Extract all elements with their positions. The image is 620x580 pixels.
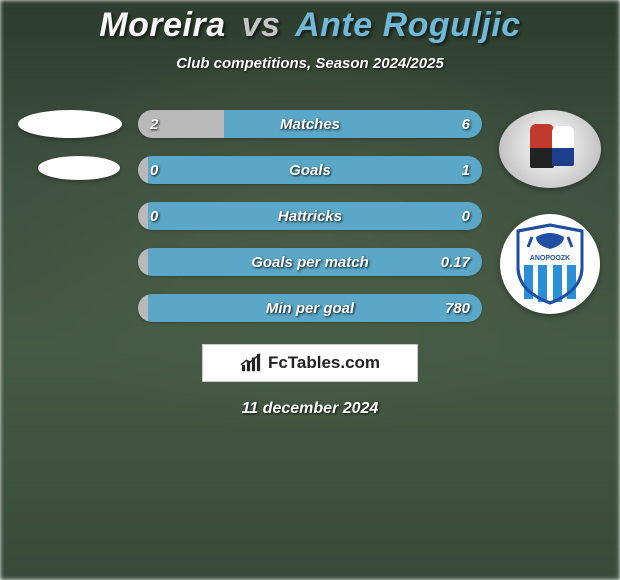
player1-name: Moreira [99, 6, 225, 44]
brand-prefix: Fc [268, 353, 288, 372]
right-column: ANOPOOZK [498, 110, 602, 314]
stat-bar: 0Hattricks0 [138, 202, 482, 230]
stat-bar: Goals per match0.17 [138, 248, 482, 276]
date-text: 11 december 2024 [0, 400, 620, 418]
stat-label: Goals [138, 156, 482, 184]
stat-label: Hattricks [138, 202, 482, 230]
card-content: Moreira vs Ante Roguljic Club competitio… [0, 0, 620, 580]
stat-right-value: 6 [462, 110, 470, 138]
player1-photo-placeholder [18, 110, 122, 138]
stat-bar: 2Matches6 [138, 110, 482, 138]
stat-bars: 2Matches60Goals10Hattricks0Goals per mat… [122, 110, 498, 322]
player1-club-placeholder [38, 156, 120, 180]
stat-right-value: 0.17 [441, 248, 470, 276]
stat-bar: 0Goals1 [138, 156, 482, 184]
svg-text:ANOPOOZK: ANOPOOZK [530, 255, 570, 262]
stat-label: Matches [138, 110, 482, 138]
stat-label: Min per goal [138, 294, 482, 322]
brand-text: FcTables.com [268, 353, 380, 373]
vs-text: vs [242, 6, 281, 44]
stat-right-value: 780 [445, 294, 470, 322]
brand-rest: Tables.com [288, 353, 380, 372]
player2-club-badge: ANOPOOZK [500, 214, 600, 314]
main-row: 2Matches60Goals10Hattricks0Goals per mat… [0, 110, 620, 322]
bar-chart-icon [240, 353, 262, 373]
player2-name: Ante Roguljic [295, 6, 521, 44]
left-column [18, 110, 122, 180]
brand-badge: FcTables.com [202, 344, 418, 382]
club-shield-icon: ANOPOOZK [514, 223, 586, 305]
comparison-title: Moreira vs Ante Roguljic [0, 6, 620, 45]
stat-label: Goals per match [138, 248, 482, 276]
stat-bar: Min per goal780 [138, 294, 482, 322]
stat-right-value: 0 [462, 202, 470, 230]
stat-right-value: 1 [462, 156, 470, 184]
player2-photo [499, 110, 601, 188]
subtitle: Club competitions, Season 2024/2025 [0, 55, 620, 72]
